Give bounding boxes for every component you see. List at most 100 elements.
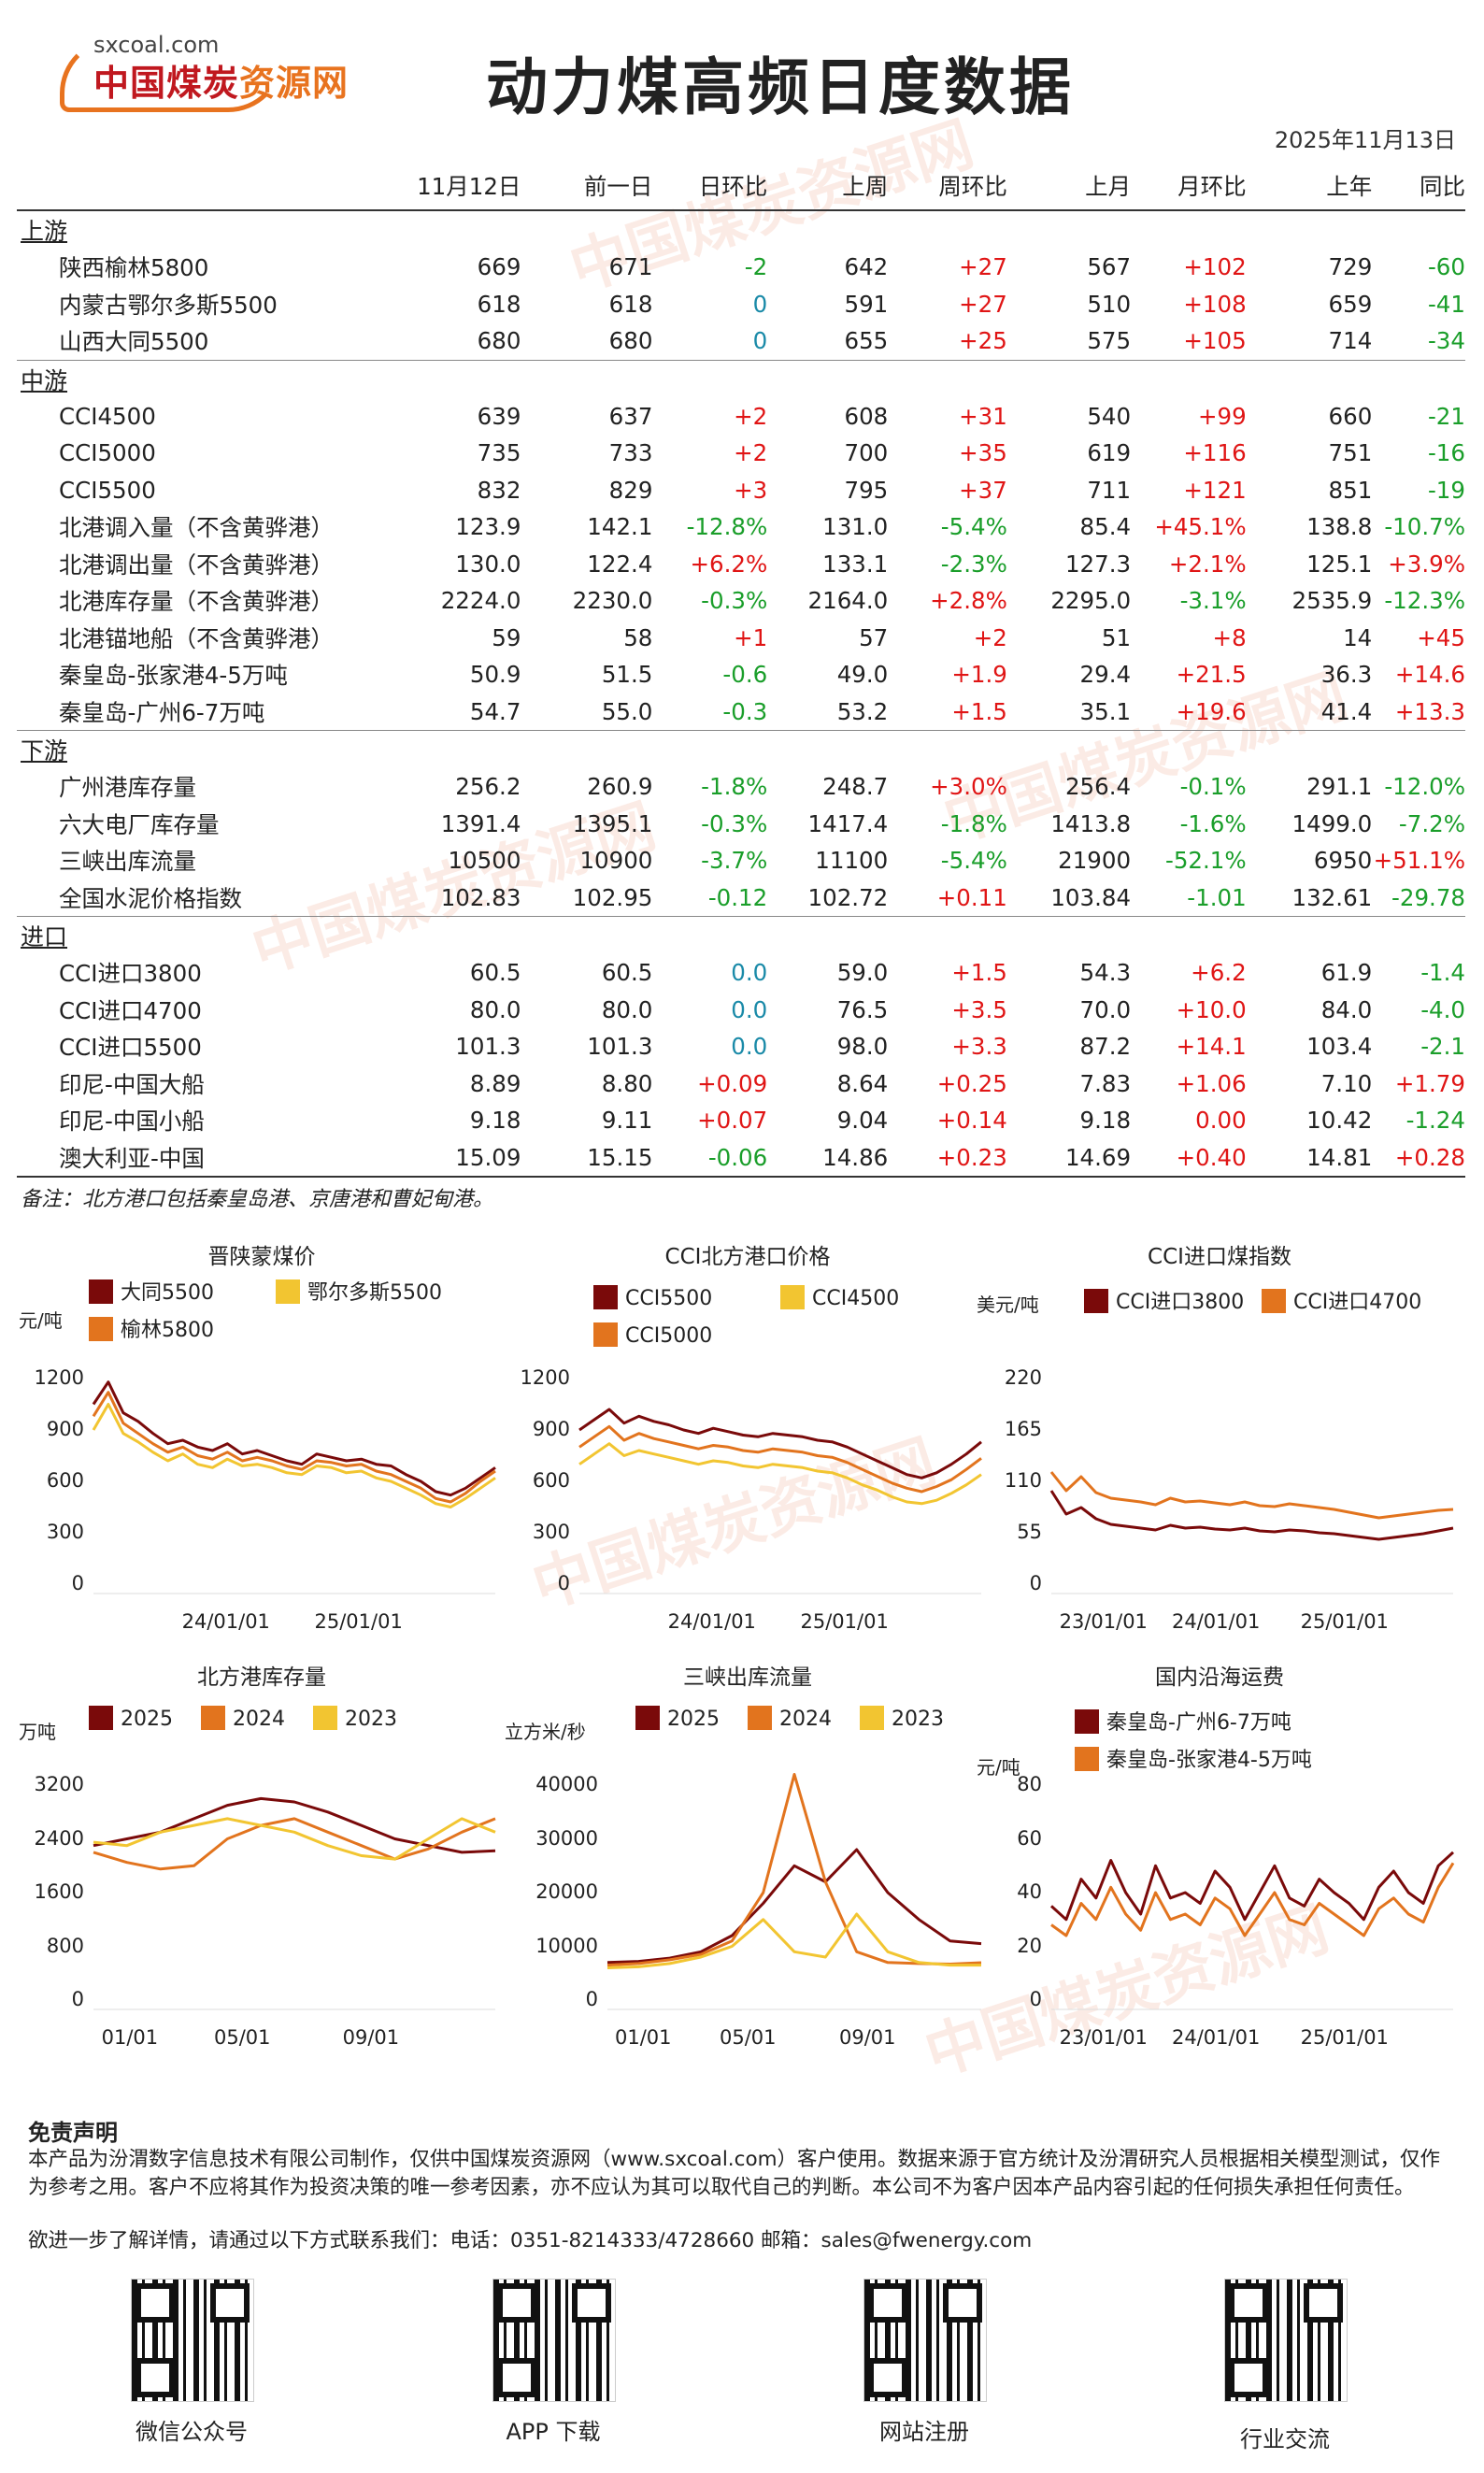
table-cell: +1.9 — [951, 661, 1007, 689]
qr-code-industry[interactable] — [1224, 2279, 1348, 2402]
qr-label-industry: 行业交流 — [1240, 2426, 1330, 2452]
table-cell: +14.6 — [1394, 661, 1465, 689]
table-cell: 2164.0 — [807, 587, 889, 615]
table-cell: -4.0 — [1420, 995, 1465, 1023]
table-cell: 510 — [1087, 290, 1132, 318]
qr-code-wechat[interactable] — [131, 2279, 254, 2402]
series-line — [1049, 1490, 1454, 1541]
table-cell: +2.8% — [930, 587, 1007, 615]
legend-item: 2025 — [89, 1706, 173, 1731]
series-line — [578, 1442, 982, 1506]
table-row: CCI5000 735 733 +2 700 +35 619 +116 751 -16 — [17, 435, 1465, 472]
table-cell: +6.2 — [1191, 959, 1247, 987]
table-cell: +3.0% — [930, 773, 1007, 801]
table-cell: 1413.8 — [1050, 809, 1132, 837]
legend-swatch — [89, 1706, 113, 1730]
table-cell: +2 — [734, 402, 768, 430]
table-cell: 660 — [1328, 402, 1373, 430]
y-axis-unit: 万吨 — [19, 1721, 56, 1743]
legend-swatch — [635, 1706, 660, 1730]
table-cell: +1.5 — [951, 959, 1007, 987]
y-tick-label: 0 — [71, 1988, 84, 2010]
table-cell: 15.09 — [334, 1138, 521, 1178]
y-tick-label: 3200 — [34, 1773, 84, 1795]
table-cell: 0.00 — [1195, 1107, 1247, 1135]
table-cell: 127.3 — [1064, 550, 1132, 578]
table-cell: 11100 — [815, 847, 889, 875]
series-line — [92, 1391, 496, 1504]
y-axis-unit: 元/吨 — [977, 1756, 1020, 1779]
table-cell: 0 — [752, 290, 768, 318]
table-cell: +0.09 — [697, 1069, 768, 1097]
disclaimer-title: 免责声明 — [28, 2120, 118, 2146]
legend-swatch — [313, 1706, 337, 1730]
table-cell: +10.0 — [1176, 995, 1247, 1023]
qr-code-app[interactable] — [492, 2279, 616, 2402]
table-cell: +3.5 — [951, 995, 1007, 1023]
table-cell: 55.0 — [521, 693, 653, 731]
row-label: 六大电厂库存量 — [59, 810, 220, 838]
x-tick-label: 05/01 — [720, 2026, 777, 2049]
legend-swatch — [1084, 1289, 1108, 1313]
chart-plot — [1049, 1471, 1454, 1594]
table-cell: +6.2% — [690, 550, 768, 578]
table-cell: 84.0 — [1320, 995, 1373, 1023]
table-cell: 70.0 — [1079, 995, 1132, 1023]
row-label: CCI4500 — [59, 402, 156, 430]
table-cell: 14.81 — [1246, 1138, 1373, 1178]
table-cell: 8.64 — [836, 1069, 889, 1097]
table-cell: 618 — [477, 290, 521, 318]
table-cell: 9.11 — [601, 1107, 653, 1135]
table-row: 秦皇岛-广州6-7万吨 54.7 55.0 -0.3 53.2 +1.5 35.1 +19.6… — [17, 693, 1465, 731]
table-cell: 9.18 — [1079, 1107, 1132, 1135]
table-cell: 711 — [1087, 476, 1132, 504]
chart-plot — [1049, 1851, 1455, 2010]
legend-label: 秦皇岛-张家港4-5万吨 — [1106, 1749, 1312, 1772]
table-cell: 540 — [1087, 402, 1132, 430]
y-tick-label: 2400 — [34, 1826, 84, 1850]
table-cell: 122.4 — [587, 550, 653, 578]
x-tick-label: 24/01/01 — [667, 1610, 756, 1633]
legend-item: 秦皇岛-广州6-7万吨 — [1075, 1706, 1291, 1736]
legend-label: CCI进口3800 — [1116, 1291, 1245, 1314]
table-cell: 0 — [652, 322, 768, 361]
table-cell: 123.9 — [455, 513, 521, 541]
y-tick-label: 220 — [1004, 1366, 1042, 1389]
table-cell: 54.3 — [1079, 959, 1132, 987]
table-cell: 125.1 — [1306, 550, 1373, 578]
table-cell: -19 — [1427, 476, 1465, 504]
section-header: 上游 — [17, 210, 1465, 249]
table-row: 印尼-中国大船 8.89 8.80 +0.09 8.64 +0.25 7.83 +1.06 7.… — [17, 1065, 1465, 1103]
chart-title: 三峡出库流量 — [683, 1665, 812, 1690]
series-line — [92, 1380, 496, 1497]
table-cell: 256.2 — [455, 773, 521, 801]
x-tick-label: 25/01/01 — [1300, 2026, 1389, 2049]
table-cell: +37 — [959, 476, 1007, 504]
table-row: 全国水泥价格指数 102.83 102.95 -0.12 102.72 +0.11 103.… — [17, 879, 1465, 917]
table-cell: 700 — [844, 439, 889, 467]
table-cell: 138.8 — [1306, 513, 1373, 541]
row-label: 广州港库存量 — [59, 774, 196, 802]
table-cell: +3.9% — [1388, 550, 1465, 578]
table-cell: +0.23 — [888, 1138, 1007, 1178]
section-header: 进口 — [17, 917, 1465, 955]
qr-label-app: APP 下载 — [506, 2419, 601, 2445]
table-cell: -1.8% — [701, 773, 768, 801]
table-cell: -10.7% — [1384, 513, 1465, 541]
qr-code-website[interactable] — [863, 2279, 987, 2402]
series-line — [578, 1408, 982, 1480]
legend-label: 2025 — [121, 1708, 173, 1731]
table-row: CCI4500 639 637 +2 608 +31 540 +99 660 -21 — [17, 398, 1465, 436]
y-tick-label: 1600 — [34, 1880, 84, 1903]
table-cell: 50.9 — [469, 661, 521, 689]
table-row: 陕西榆林5800 669 671 -2 642 +27 567 +102 729 -60 — [17, 249, 1465, 286]
row-label: 澳大利亚-中国 — [17, 1138, 334, 1178]
table-cell: 618 — [608, 290, 653, 318]
table-cell: 256.4 — [1064, 773, 1132, 801]
y-axis-unit: 美元/吨 — [977, 1294, 1039, 1316]
chart-title: CCI北方港口价格 — [664, 1245, 831, 1269]
table-cell: 130.0 — [455, 550, 521, 578]
column-header: 日环比 — [652, 161, 768, 211]
table-cell: 680 — [334, 322, 521, 361]
table-cell: +45 — [1417, 623, 1465, 651]
